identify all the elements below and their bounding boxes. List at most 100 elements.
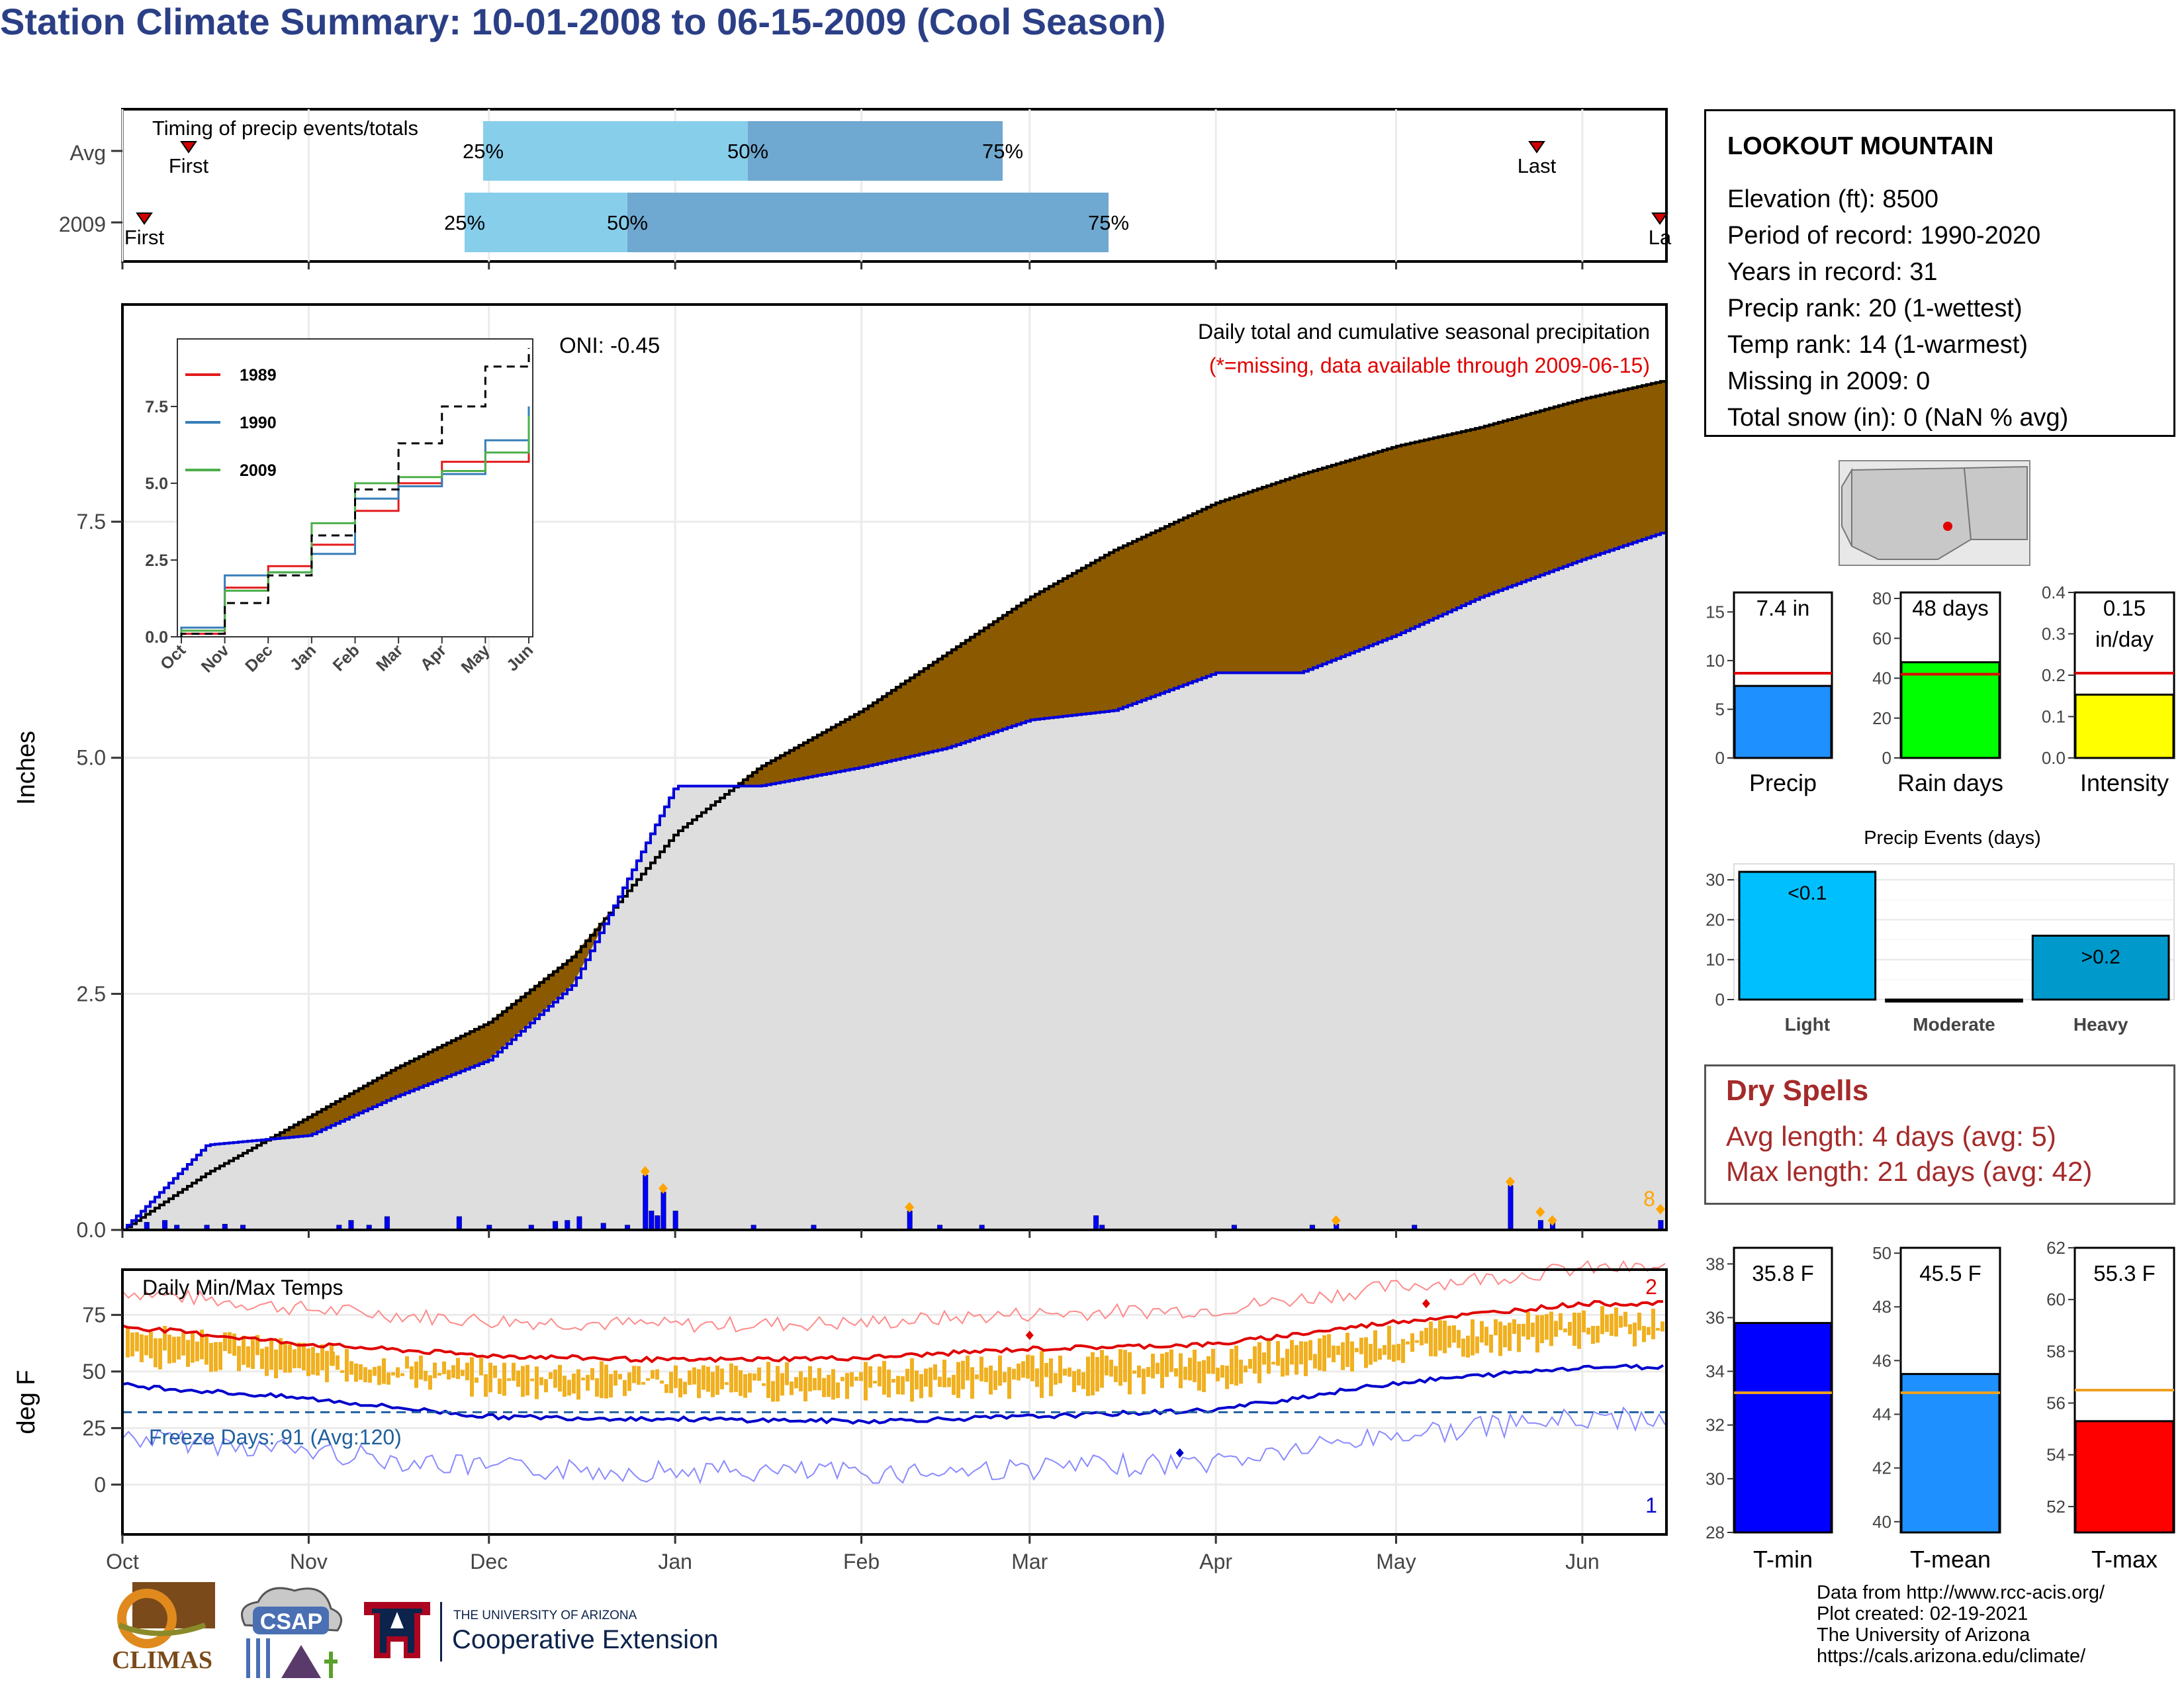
mini-bar-frame (2073, 591, 2175, 759)
surplus-area (141, 1211, 146, 1218)
daily-temp-bar (563, 1376, 567, 1397)
inset-y-tick: 0.0 (145, 628, 168, 647)
surplus-area (132, 1220, 136, 1224)
footer-line: https://cals.arizona.edu/climate/ (1817, 1646, 2086, 1667)
last-label: Last (1518, 154, 1557, 177)
daily-temp-bar (387, 1372, 390, 1385)
y-tick-label: 2.5 (77, 982, 106, 1006)
daily-temp-bar (1373, 1330, 1377, 1362)
daily-temp-bar (1276, 1340, 1280, 1366)
daily-temp-bar (989, 1365, 993, 1395)
daily-temp-bar (1183, 1366, 1187, 1380)
daily-temp-bar (1577, 1313, 1581, 1349)
daily-temp-bar (1336, 1346, 1340, 1355)
surplus-area (729, 786, 734, 791)
daily-temp-bar (1642, 1326, 1646, 1342)
surplus-area (702, 786, 706, 813)
daily-temp-bar (177, 1336, 181, 1360)
surplus-area (261, 1139, 266, 1143)
temp-bar-frame (1899, 1246, 2001, 1534)
daily-temp-bar (590, 1368, 594, 1380)
daily-temp-bar (558, 1364, 562, 1392)
inset-x-tick: Nov (198, 641, 233, 676)
daily-temp-bar (172, 1336, 176, 1363)
daily-temp-bar (1244, 1365, 1248, 1373)
surplus-area (688, 786, 692, 824)
daily-temp-bar (586, 1374, 590, 1391)
page-title: Station Climate Summary: 10-01-2008 to 0… (0, 1, 1166, 42)
daily-temp-bar (419, 1355, 423, 1380)
daily-temp-bar (465, 1362, 469, 1381)
daily-temp-bar (752, 1373, 756, 1381)
daily-temp-bar (952, 1374, 956, 1395)
daily-temp-bar (1582, 1310, 1586, 1333)
daily-temp-bar (1151, 1354, 1155, 1379)
dry-spells-avg: Avg length: 4 days (avg: 5) (1726, 1121, 2056, 1152)
daily-temp-bar (410, 1366, 414, 1380)
surplus-area (127, 1225, 132, 1227)
daily-temp-bar (827, 1374, 831, 1397)
daily-temp-bar (576, 1369, 580, 1400)
daily-temp-bar (1239, 1359, 1243, 1384)
surplus-area (646, 843, 651, 868)
daily-temp-bar (1498, 1321, 1502, 1356)
daily-temp-bar (836, 1382, 840, 1398)
timing-p50: 50% (607, 211, 648, 234)
daily-temp-bar (1030, 1355, 1034, 1382)
daily-temp-bar (1443, 1320, 1447, 1354)
daily-temp-bar (1600, 1306, 1604, 1335)
surplus-area (266, 1139, 271, 1141)
cooperative-extension: Cooperative Extension (452, 1625, 719, 1654)
daily-temp-bar (1410, 1333, 1414, 1352)
daily-temp-bar (790, 1381, 794, 1395)
daily-temp-bar (1484, 1327, 1488, 1346)
daily-temp-bar (1596, 1325, 1600, 1343)
daily-temp-bar (209, 1342, 213, 1372)
daily-temp-bar (181, 1333, 185, 1356)
daily-temp-bar (525, 1364, 529, 1396)
daily-temp-bar (269, 1338, 273, 1370)
daily-temp-bar (507, 1378, 511, 1382)
daily-temp-bar (158, 1338, 162, 1370)
deficit-area (122, 380, 1665, 1230)
daily-temp-bar (331, 1351, 335, 1366)
daily-temp-bar (868, 1366, 872, 1388)
daily-temp-bar (1535, 1315, 1539, 1353)
daily-temp-bar (1350, 1341, 1354, 1372)
first-marker (180, 141, 197, 154)
daily-temp-bar (938, 1376, 942, 1387)
daily-temp-bar (475, 1377, 478, 1383)
daily-temp-bar (1406, 1341, 1410, 1345)
x-tick-label: Oct (106, 1550, 139, 1573)
timing-p25: 25% (463, 140, 504, 163)
daily-temp-bar (1095, 1357, 1099, 1392)
daily-precip-bar (348, 1220, 354, 1231)
daily-temp-bar (970, 1367, 974, 1399)
daily-temp-bar (437, 1373, 441, 1376)
heavy-event-marker (1505, 1176, 1515, 1188)
surplus-area (706, 786, 711, 810)
daily-temp-bar (688, 1370, 692, 1385)
climas-logo-text: CLIMAS (112, 1646, 212, 1674)
inset-x-tick: May (457, 641, 493, 677)
daily-temp-bar (1216, 1368, 1220, 1382)
x-tick-label: Dec (470, 1550, 508, 1573)
daily-temp-bar (126, 1327, 130, 1358)
daily-temp-bar (1327, 1334, 1331, 1358)
events-y-tick: 10 (1706, 950, 1725, 970)
daily-temp-bar (1359, 1337, 1363, 1354)
temp-bar-value: 45.5 F (1919, 1261, 1981, 1286)
daily-temp-bar (488, 1362, 492, 1393)
daily-temp-bar (933, 1364, 937, 1380)
daily-temp-bar (1549, 1311, 1553, 1346)
daily-temp-bar (251, 1338, 255, 1370)
daily-temp-bar (1114, 1366, 1118, 1382)
daily-temp-bar (748, 1373, 752, 1393)
inset-series-line (180, 452, 530, 637)
daily-temp-bar (274, 1349, 278, 1379)
station-line: Years in record: 31 (1727, 258, 1938, 286)
daily-temp-bar (1438, 1320, 1442, 1351)
surplus-area (614, 906, 618, 908)
precip-caption: Daily total and cumulative seasonal prec… (1198, 320, 1650, 344)
timing-p75: 75% (1088, 211, 1129, 234)
